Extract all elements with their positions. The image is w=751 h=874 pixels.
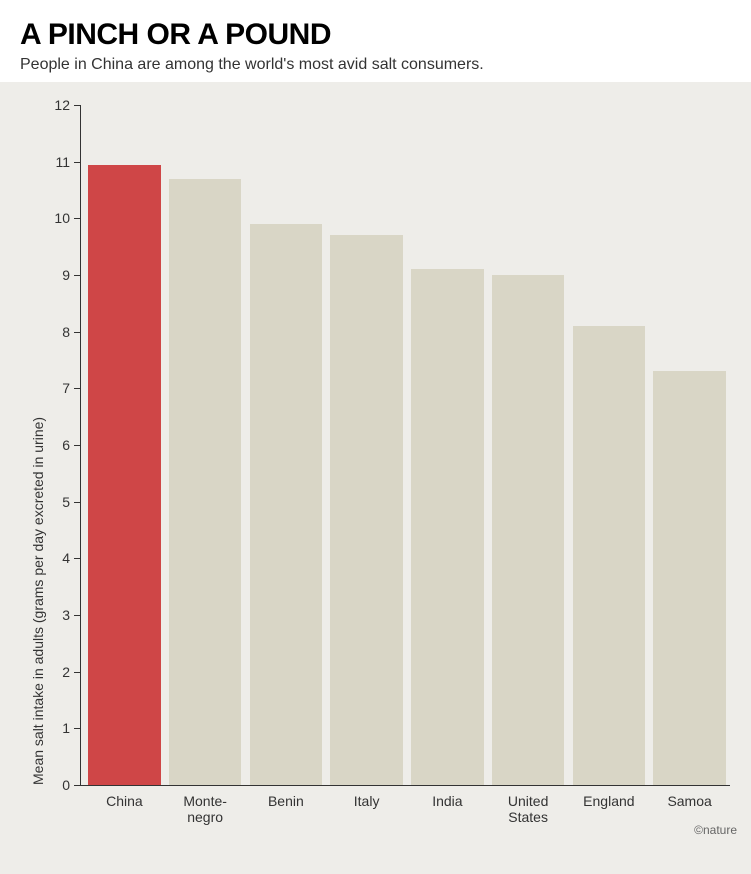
y-tick bbox=[74, 388, 80, 389]
x-tick-label: England bbox=[569, 793, 650, 809]
y-tick bbox=[74, 615, 80, 616]
chart-container: A PINCH OR A POUND People in China are a… bbox=[0, 0, 751, 874]
bar bbox=[411, 269, 484, 785]
x-axis-line bbox=[80, 785, 730, 786]
bar bbox=[169, 179, 242, 785]
bar bbox=[330, 235, 403, 785]
x-tick-label: Samoa bbox=[649, 793, 730, 809]
chart-plot-area: 0123456789101112Mean salt intake in adul… bbox=[0, 85, 751, 845]
chart-title: A PINCH OR A POUND bbox=[20, 18, 731, 52]
bar bbox=[492, 275, 565, 785]
y-axis-line bbox=[80, 105, 81, 785]
y-tick bbox=[74, 445, 80, 446]
bar bbox=[250, 224, 323, 785]
y-tick bbox=[74, 105, 80, 106]
x-tick-label: Monte-negro bbox=[165, 793, 246, 825]
y-tick-label: 10 bbox=[40, 210, 70, 226]
x-tick-label: Benin bbox=[246, 793, 327, 809]
y-tick-label: 7 bbox=[40, 380, 70, 396]
bar bbox=[573, 326, 646, 785]
chart-header: A PINCH OR A POUND People in China are a… bbox=[0, 0, 751, 82]
bar bbox=[653, 371, 726, 785]
x-tick-label: China bbox=[84, 793, 165, 809]
y-tick bbox=[74, 502, 80, 503]
y-tick bbox=[74, 162, 80, 163]
bar bbox=[88, 165, 161, 786]
y-tick bbox=[74, 728, 80, 729]
y-tick bbox=[74, 672, 80, 673]
x-tick-label: UnitedStates bbox=[488, 793, 569, 825]
x-tick-label: India bbox=[407, 793, 488, 809]
y-tick bbox=[74, 332, 80, 333]
chart-credit: ©nature bbox=[694, 823, 737, 837]
y-tick-label: 11 bbox=[40, 154, 70, 170]
y-tick bbox=[74, 218, 80, 219]
y-axis-label: Mean salt intake in adults (grams per da… bbox=[30, 417, 46, 785]
y-tick-label: 12 bbox=[40, 97, 70, 113]
x-tick-label: Italy bbox=[326, 793, 407, 809]
chart-subtitle: People in China are among the world's mo… bbox=[20, 56, 731, 74]
y-tick-label: 8 bbox=[40, 324, 70, 340]
y-tick bbox=[74, 558, 80, 559]
y-tick bbox=[74, 275, 80, 276]
chart-plot: 0123456789101112Mean salt intake in adul… bbox=[80, 105, 730, 785]
y-tick-label: 9 bbox=[40, 267, 70, 283]
